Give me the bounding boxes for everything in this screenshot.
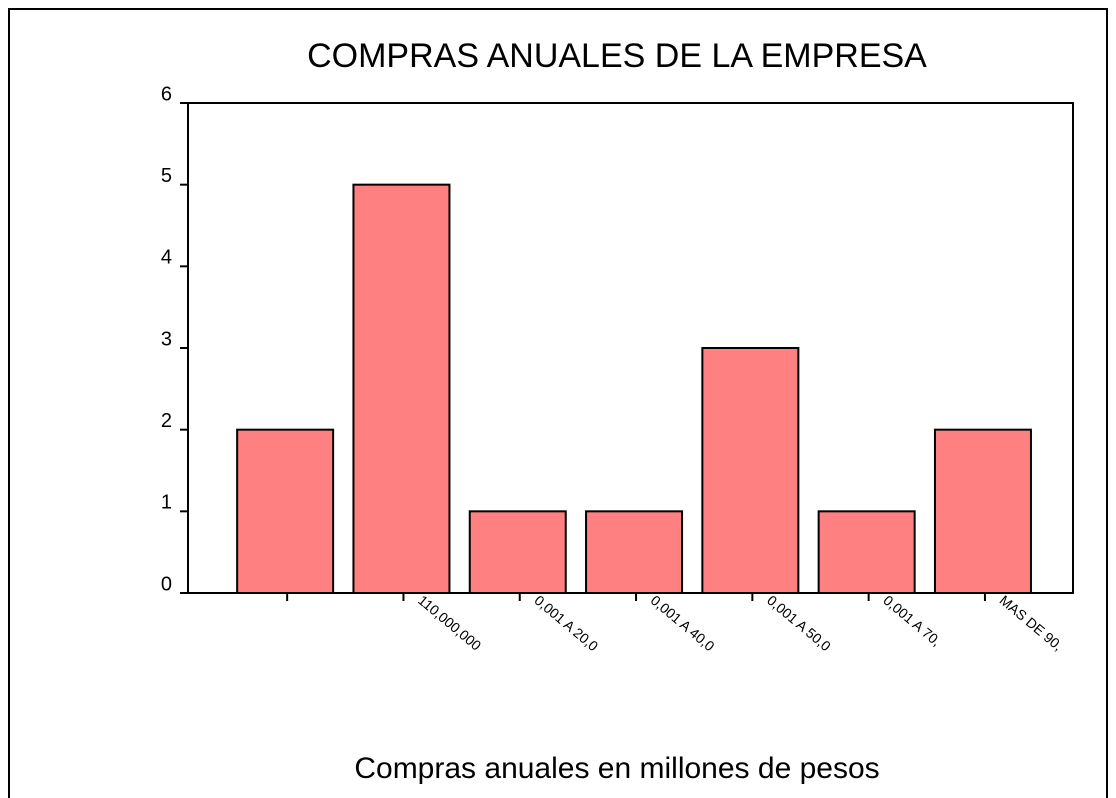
y-tick-label: 2 bbox=[161, 410, 172, 432]
y-tick-label: 0 bbox=[161, 573, 172, 595]
x-tick-label: 110,000,000 bbox=[415, 592, 484, 654]
y-tick-label: 1 bbox=[161, 492, 172, 514]
bar bbox=[933, 428, 1032, 594]
y-tick-label: 4 bbox=[161, 247, 172, 269]
bar bbox=[236, 428, 335, 594]
x-tick-label: 0,001 A 40,0 bbox=[648, 592, 718, 654]
x-tick-label: 0,001 A 70, bbox=[880, 592, 944, 649]
y-tick-label: 5 bbox=[161, 165, 172, 187]
bar bbox=[817, 510, 916, 595]
x-tick-label: 0,001 A 50,0 bbox=[764, 592, 834, 654]
bar bbox=[468, 510, 567, 595]
bar bbox=[352, 183, 451, 595]
frame bbox=[8, 8, 1108, 798]
x-tick-label: 0,001 A 20,0 bbox=[531, 592, 601, 654]
bar bbox=[585, 510, 684, 595]
y-tick-label: 3 bbox=[161, 328, 172, 350]
chart-title: COMPRAS ANUALES DE LA EMPRESA bbox=[307, 37, 927, 75]
x-tick-label: MAS DE 90, bbox=[997, 592, 1066, 654]
x-axis-label: Compras anuales en millones de pesos bbox=[354, 752, 879, 785]
bar bbox=[701, 347, 800, 594]
y-tick-label: 6 bbox=[161, 83, 172, 105]
